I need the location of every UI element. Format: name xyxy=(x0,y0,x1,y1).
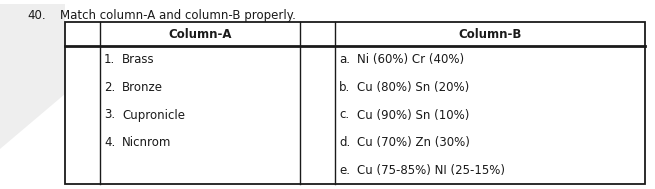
Text: a.: a. xyxy=(339,53,350,66)
Text: Brass: Brass xyxy=(122,53,155,66)
Text: 3.: 3. xyxy=(104,108,115,122)
Text: Column-B: Column-B xyxy=(458,28,521,40)
Text: 40.: 40. xyxy=(27,9,46,22)
Text: 2.: 2. xyxy=(104,81,115,94)
Text: Cu (80%) Sn (20%): Cu (80%) Sn (20%) xyxy=(357,81,469,94)
Text: 4.: 4. xyxy=(104,136,115,149)
Polygon shape xyxy=(0,4,65,149)
Text: Cupronicle: Cupronicle xyxy=(122,108,185,122)
Text: c.: c. xyxy=(339,108,349,122)
Text: Cu (90%) Sn (10%): Cu (90%) Sn (10%) xyxy=(357,108,470,122)
Text: Column-A: Column-A xyxy=(168,28,232,40)
Text: d.: d. xyxy=(339,136,350,149)
Text: Ni (60%) Cr (40%): Ni (60%) Cr (40%) xyxy=(357,53,464,66)
Text: Cu (70%) Zn (30%): Cu (70%) Zn (30%) xyxy=(357,136,470,149)
Text: 1.: 1. xyxy=(104,53,115,66)
Text: Bronze: Bronze xyxy=(122,81,163,94)
Text: Nicnrom: Nicnrom xyxy=(122,136,172,149)
Text: Cu (75-85%) NI (25-15%): Cu (75-85%) NI (25-15%) xyxy=(357,164,505,177)
Text: b.: b. xyxy=(339,81,350,94)
Text: Match column-A and column-B properly.: Match column-A and column-B properly. xyxy=(60,9,296,22)
Bar xyxy=(65,22,645,184)
Text: e.: e. xyxy=(339,164,350,177)
